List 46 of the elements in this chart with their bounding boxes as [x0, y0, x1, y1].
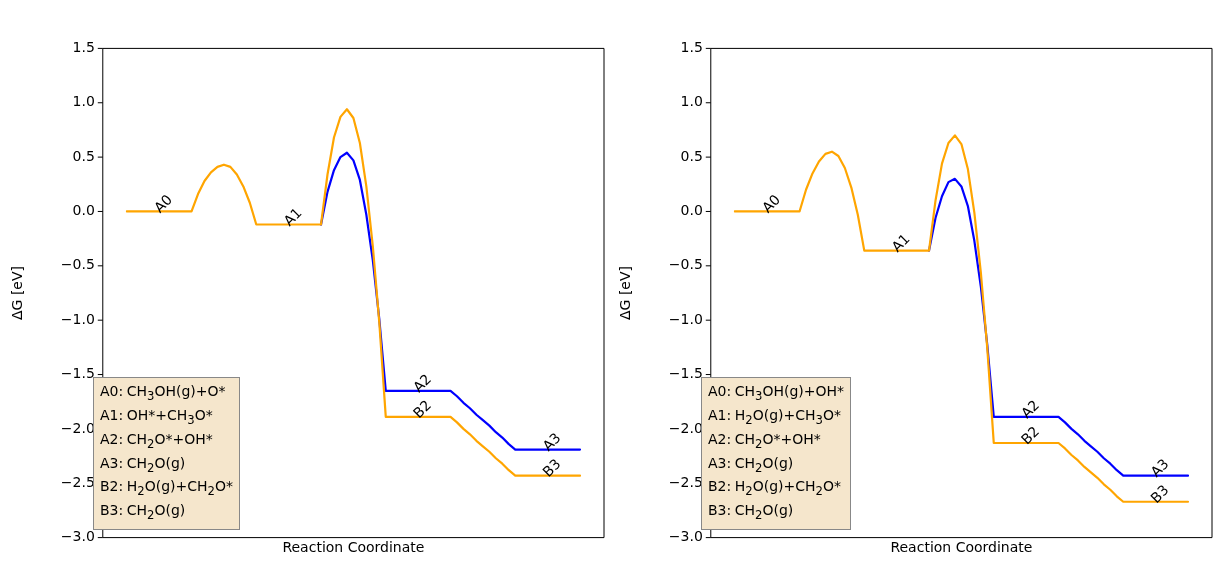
- annotation: A0: CH$_{3}$OH(g)+OH*: [708, 382, 845, 405]
- annotation: B2: [409, 396, 435, 422]
- annotation: A1: OH*+CH$_{3}$O*: [100, 406, 214, 429]
- y-tick-label: −3.0: [60, 528, 95, 545]
- y-tick-label: 0.0: [72, 202, 95, 219]
- annotation: A3: CH$_{2}$O(g): [100, 453, 187, 477]
- y-tick-label: −0.5: [668, 256, 703, 273]
- annotation: A1: H$_{2}$O(g)+CH$_{3}$O*: [708, 406, 842, 429]
- y-tick-label: −3.0: [668, 528, 703, 545]
- annotation: B2: H$_{2}$O(g)+CH$_{2}$O*: [100, 477, 233, 501]
- annotation: A3: [1147, 455, 1172, 480]
- annotation: A0: [758, 191, 784, 216]
- y-tick-label: 0.5: [680, 147, 703, 164]
- y-tick-label: 1.5: [680, 39, 703, 56]
- y-axis-title: ΔG [eV]: [617, 266, 634, 320]
- y-axis-title: ΔG [eV]: [9, 266, 26, 320]
- y-tick-label: 1.0: [72, 93, 95, 110]
- y-tick-label: −1.0: [60, 310, 95, 327]
- y-tick-label: 0.0: [680, 202, 703, 219]
- annotation: A2: CH$_{2}$O*+OH*: [100, 429, 214, 453]
- y-tick-label: −0.5: [60, 256, 95, 273]
- annotation: B2: [1017, 422, 1043, 448]
- annotation: A3: CH$_{2}$O(g): [708, 453, 795, 477]
- annotation: B3: [1147, 481, 1172, 507]
- y-tick-label: −2.5: [60, 473, 95, 490]
- annotation: B3: CH$_{2}$O(g): [708, 501, 795, 524]
- y-tick-label: −2.5: [668, 473, 703, 490]
- x-axis-title: Reaction Coordinate: [890, 538, 1033, 555]
- y-tick-label: 1.0: [680, 93, 703, 110]
- annotation: B2: H$_{2}$O(g)+CH$_{2}$O*: [708, 477, 842, 501]
- y-tick-label: 1.5: [72, 39, 95, 56]
- annotation: B3: [539, 455, 564, 480]
- annotation: A1: [888, 230, 913, 255]
- annotation: A0: CH$_{3}$OH(g)+O*: [100, 382, 227, 405]
- annotation: B3: CH$_{2}$O(g): [100, 501, 187, 524]
- annotation: A3: [539, 429, 564, 454]
- annotation: A2: [1017, 396, 1043, 422]
- y-tick-label: −1.5: [60, 365, 95, 382]
- annotation: A2: CH$_{2}$O*+OH*: [708, 429, 822, 453]
- y-tick-label: −1.0: [668, 310, 703, 327]
- y-tick-label: 0.5: [72, 147, 95, 164]
- annotation: A0: [150, 191, 176, 216]
- x-axis-title: Reaction Coordinate: [282, 538, 425, 555]
- annotation: A1: [280, 204, 305, 229]
- annotation: A2: [409, 370, 435, 396]
- y-tick-label: −1.5: [668, 365, 703, 382]
